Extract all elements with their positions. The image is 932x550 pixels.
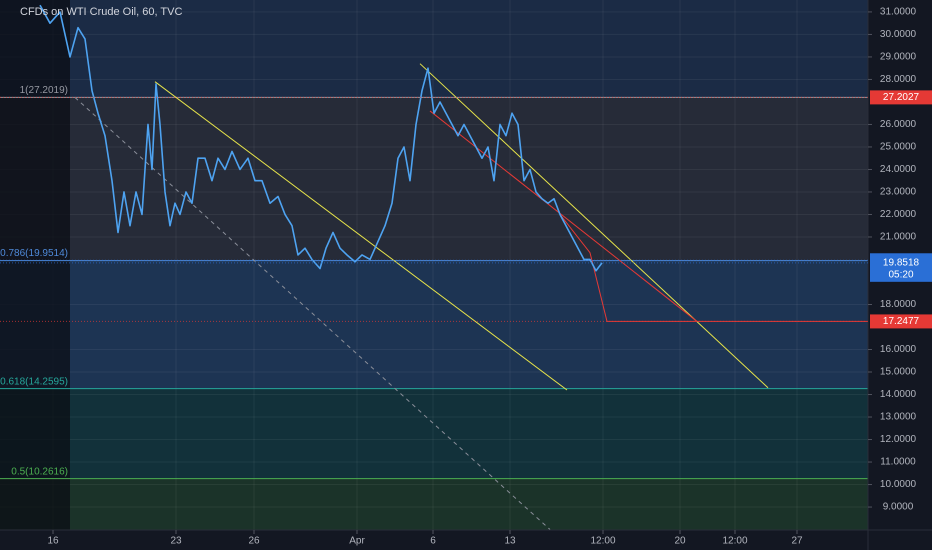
- level-label: 0.786(19.9514): [0, 248, 68, 259]
- y-tick-label: 21.0000: [880, 232, 917, 243]
- price-label: 27.2027: [883, 92, 920, 103]
- price-label: 17.2477: [883, 316, 920, 327]
- y-tick-label: 24.0000: [880, 164, 917, 175]
- level-label: 1(27.2019): [20, 85, 68, 96]
- x-tick-label: 26: [248, 536, 260, 547]
- trendline: [74, 97, 551, 530]
- y-tick-label: 10.0000: [880, 479, 917, 490]
- x-tick-label: 27: [791, 536, 803, 547]
- overlay: 1(27.2019) 0.786(19.9514) 0.618(14.2595) 0.…: [0, 4, 868, 530]
- x-tick-label: 12:00: [722, 536, 747, 547]
- y-tick-label: 23.0000: [880, 187, 917, 198]
- y-tick-label: 26.0000: [880, 119, 917, 130]
- y-tick-label: 9.0000: [883, 502, 914, 513]
- y-tick-label: 16.0000: [880, 344, 917, 355]
- level-zone: [0, 478, 868, 530]
- price-label-box: [870, 255, 932, 282]
- y-tick-label: 31.0000: [880, 7, 917, 18]
- y-tick-label: 15.0000: [880, 367, 917, 378]
- level-label: 0.618(14.2595): [0, 376, 68, 387]
- level-zone: [0, 97, 868, 261]
- trendline: [429, 110, 698, 322]
- x-tick-label: Apr: [349, 536, 365, 547]
- x-tick-label: 6: [430, 536, 436, 547]
- price-line: [39, 4, 603, 272]
- level-zone: [0, 260, 868, 389]
- plot-area: [0, 0, 868, 530]
- x-tick-label: 12:00: [590, 536, 615, 547]
- price-label: 19.8518: [883, 257, 920, 268]
- y-tick-label: 11.0000: [880, 457, 916, 468]
- y-tick-label: 28.0000: [880, 74, 917, 85]
- x-tick-label: 16: [47, 536, 59, 547]
- y-tick-label: 25.0000: [880, 142, 917, 153]
- level-zone: [0, 388, 868, 479]
- x-tick-label: 20: [674, 536, 686, 547]
- x-tick-label: 23: [170, 536, 182, 547]
- y-tick-label: 13.0000: [880, 412, 917, 423]
- y-tick-label: 18.0000: [880, 299, 917, 310]
- price-label-box: [870, 90, 932, 105]
- time-axis: [0, 530, 868, 550]
- axes: 31.0000 30.0000 29.0000 28.0000 26.0000 25.00…: [0, 7, 932, 547]
- y-tick-label: 22.0000: [880, 209, 917, 220]
- y-tick-label: 14.0000: [880, 389, 917, 400]
- y-tick-label: 12.0000: [880, 434, 917, 445]
- chart-title: CFDs on WTI Crude Oil, 60, TVC: [20, 6, 182, 18]
- y-tick-label: 29.0000: [880, 52, 917, 63]
- y-tick-label: 30.0000: [880, 29, 917, 40]
- countdown: 05:20: [888, 269, 913, 280]
- trendline: [559, 214, 868, 322]
- trendline: [154, 81, 568, 391]
- trendline: [419, 63, 769, 389]
- session-break: [0, 0, 70, 530]
- x-tick-label: 13: [504, 536, 516, 547]
- level-label: 0.5(10.2616): [11, 466, 68, 477]
- price-label-box: [870, 314, 932, 329]
